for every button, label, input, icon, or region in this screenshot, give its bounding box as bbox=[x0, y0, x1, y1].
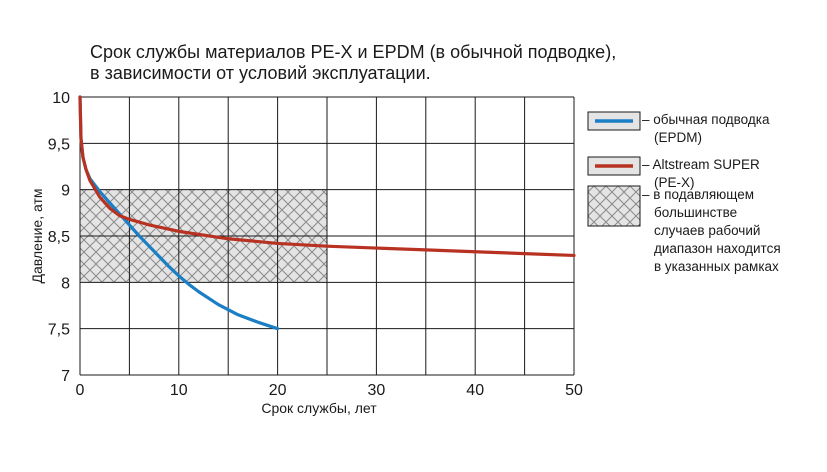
y-tick-label: 8,5 bbox=[48, 229, 70, 246]
legend-label: – обычная подводка bbox=[642, 112, 770, 127]
y-tick-label: 7,5 bbox=[48, 322, 70, 339]
legend-swatch-hatch bbox=[587, 185, 641, 227]
x-tick-label: 30 bbox=[368, 382, 386, 399]
x-tick-label: 50 bbox=[565, 382, 583, 399]
y-tick-label: 8 bbox=[61, 275, 70, 292]
series-line-2 bbox=[78, 95, 576, 258]
x-tick-label: 10 bbox=[170, 382, 188, 399]
legend-item-pex: – Altstream SUPER (PE-X) bbox=[587, 156, 760, 190]
y-axis-label: Давление, атм bbox=[29, 189, 45, 284]
legend-label: в указанных рамках bbox=[654, 259, 779, 274]
legend-label: диапазон находится bbox=[654, 241, 781, 256]
y-tick-label: 7 bbox=[61, 368, 70, 385]
legend-label: (EPDM) bbox=[654, 130, 702, 145]
chart-title-line-1: Срок службы материалов PE-X и EPDM (в об… bbox=[90, 42, 617, 62]
x-axis-label: Срок службы, лет bbox=[261, 400, 377, 416]
x-tick-label: 0 bbox=[76, 382, 85, 399]
legend-label: – в подавляющем bbox=[642, 187, 754, 202]
chart-title: Срок службы материалов PE-X и EPDM (в об… bbox=[90, 42, 616, 84]
legend-label: большинстве bbox=[654, 205, 737, 220]
y-tick-label: 9 bbox=[61, 183, 70, 200]
legend-item-epdm: – обычная подводка (EPDM) bbox=[587, 111, 770, 145]
legend-label: (PE-X) bbox=[654, 175, 695, 190]
chart-title-line-2: в зависимости от условий эксплуатации. bbox=[90, 63, 431, 83]
x-tick-label: 20 bbox=[269, 382, 287, 399]
x-tick-label: 40 bbox=[466, 382, 484, 399]
y-tick-label: 9,5 bbox=[48, 136, 70, 153]
legend-label: случаев рабочий bbox=[654, 223, 760, 238]
y-tick-label: 10 bbox=[52, 90, 70, 107]
legend-label: – Altstream SUPER bbox=[642, 157, 760, 172]
legend-item-hatched-range: – в подавляющем большинстве случаев рабочи… bbox=[587, 185, 781, 274]
